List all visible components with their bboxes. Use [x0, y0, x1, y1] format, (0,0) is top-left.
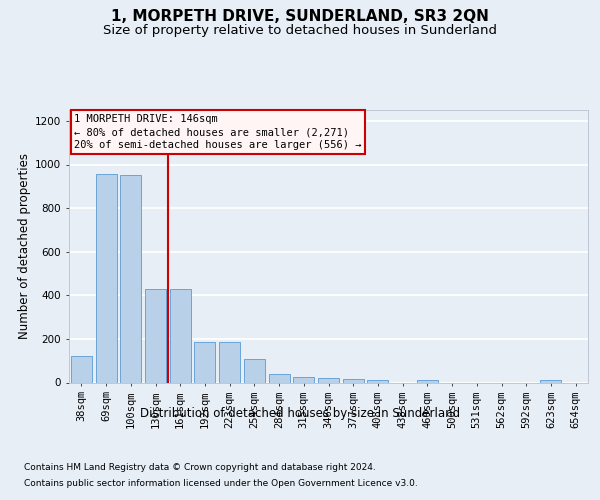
- Bar: [145, 289, 166, 382]
- Bar: [244, 358, 265, 382]
- Text: Contains HM Land Registry data © Crown copyright and database right 2024.: Contains HM Land Registry data © Crown c…: [24, 464, 376, 472]
- Bar: [71, 356, 92, 382]
- Text: 1 MORPETH DRIVE: 146sqm
← 80% of detached houses are smaller (2,271)
20% of semi: 1 MORPETH DRIVE: 146sqm ← 80% of detache…: [74, 114, 362, 150]
- Bar: [541, 380, 562, 382]
- Text: 1, MORPETH DRIVE, SUNDERLAND, SR3 2QN: 1, MORPETH DRIVE, SUNDERLAND, SR3 2QN: [111, 9, 489, 24]
- Bar: [417, 380, 438, 382]
- Bar: [219, 342, 240, 382]
- Y-axis label: Number of detached properties: Number of detached properties: [18, 153, 31, 339]
- Bar: [343, 379, 364, 382]
- Bar: [269, 374, 290, 382]
- Text: Contains public sector information licensed under the Open Government Licence v3: Contains public sector information licen…: [24, 478, 418, 488]
- Bar: [293, 377, 314, 382]
- Bar: [170, 289, 191, 382]
- Text: Distribution of detached houses by size in Sunderland: Distribution of detached houses by size …: [140, 408, 460, 420]
- Bar: [318, 378, 339, 382]
- Bar: [95, 174, 116, 382]
- Bar: [120, 176, 141, 382]
- Bar: [367, 380, 388, 382]
- Bar: [194, 342, 215, 382]
- Text: Size of property relative to detached houses in Sunderland: Size of property relative to detached ho…: [103, 24, 497, 37]
